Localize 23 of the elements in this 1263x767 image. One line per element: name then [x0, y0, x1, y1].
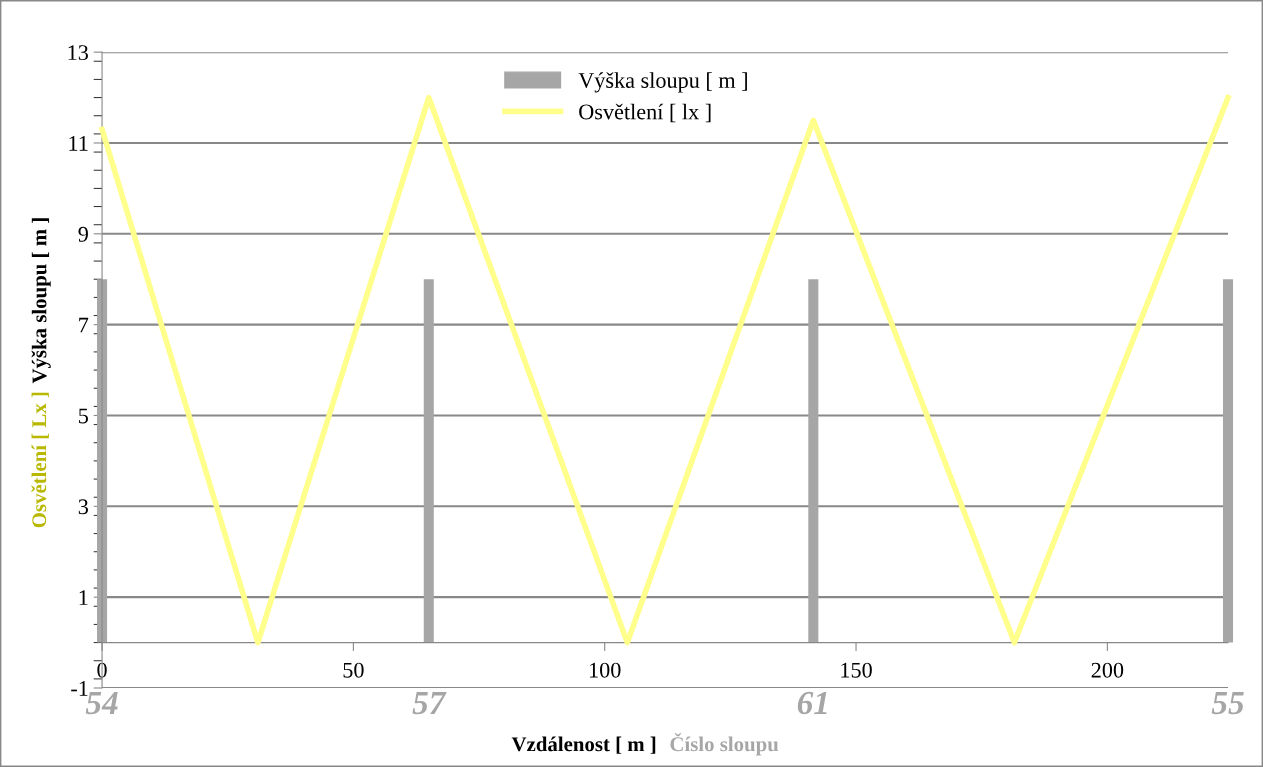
x-tick-label: 150	[841, 662, 872, 678]
y-tick-label: 7	[79, 317, 89, 333]
y-tick-label: 3	[78, 499, 88, 515]
y-tick-label: 11	[69, 136, 88, 151]
text: Číslo sloupu	[670, 733, 779, 756]
y-tick-label: 5	[79, 408, 88, 424]
x-tick-label: 100	[590, 662, 621, 678]
x-tick-label: 0	[97, 662, 107, 678]
y-axis-title: Výška sloupu [ m ]	[31, 218, 51, 384]
legend-label: Osvětlení [ lx ]	[579, 103, 711, 123]
legend-label: Výška sloupu [ m ]	[578, 72, 747, 93]
text: Osvětlení [ Lx ]	[31, 392, 49, 528]
y-tick-label: 13	[68, 45, 88, 61]
x-tick-label: 200	[1091, 662, 1124, 678]
y-tick-label: 9	[78, 226, 88, 242]
x-tick-label: 50	[343, 662, 364, 678]
x-axis-title: Vzdálenost [ m ]	[511, 736, 656, 754]
text: 55	[1211, 692, 1244, 715]
text: 61	[797, 691, 827, 715]
y-tick-label: -1	[71, 681, 88, 696]
y-tick-label: 1	[79, 590, 88, 605]
text: 57	[412, 692, 447, 715]
text: 54	[85, 691, 118, 715]
